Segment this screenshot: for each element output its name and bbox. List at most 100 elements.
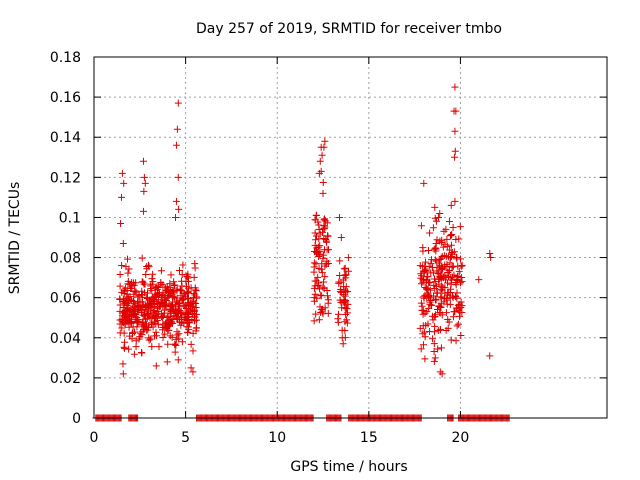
data-point <box>314 218 322 226</box>
data-point <box>166 332 174 340</box>
data-point <box>175 335 183 343</box>
data-point <box>178 271 186 279</box>
data-point <box>334 315 342 323</box>
data-point <box>319 310 327 318</box>
y-tick-label: 0.02 <box>50 371 81 387</box>
data-point <box>436 270 444 278</box>
data-point <box>145 309 153 317</box>
data-point <box>148 343 156 351</box>
data-point <box>433 236 441 244</box>
data-point <box>157 280 165 288</box>
data-point <box>310 297 318 305</box>
data-point <box>320 285 328 293</box>
data-point <box>432 217 440 225</box>
data-point <box>127 319 135 327</box>
data-point <box>436 368 444 376</box>
data-point <box>421 291 429 299</box>
data-point <box>436 237 444 245</box>
data-point <box>172 307 180 315</box>
data-point <box>431 244 439 252</box>
data-point <box>117 193 125 201</box>
data-point <box>168 301 176 309</box>
data-point <box>311 241 319 249</box>
data-point <box>172 197 180 205</box>
data-point <box>183 289 191 297</box>
data-point <box>448 263 456 271</box>
data-point <box>172 141 180 149</box>
data-point <box>452 293 460 301</box>
data-point <box>343 309 351 317</box>
data-point <box>170 278 178 286</box>
data-point <box>178 296 186 304</box>
data-point <box>311 290 319 298</box>
data-point <box>152 328 160 336</box>
data-point <box>342 274 350 282</box>
data-point <box>425 279 433 287</box>
scatter-series <box>92 83 513 422</box>
data-point <box>430 348 438 356</box>
data-point <box>175 266 183 274</box>
data-point <box>141 303 149 311</box>
data-point <box>142 270 150 278</box>
data-point <box>315 316 323 324</box>
data-point <box>131 288 139 296</box>
data-point <box>445 267 453 275</box>
data-point <box>443 235 451 243</box>
data-point <box>190 317 198 325</box>
data-point <box>338 326 346 334</box>
data-point <box>341 287 349 295</box>
data-point <box>175 205 183 213</box>
data-point <box>447 280 455 288</box>
data-point <box>189 303 197 311</box>
data-point <box>122 263 130 271</box>
data-point <box>425 262 433 270</box>
data-point <box>169 298 177 306</box>
data-point <box>132 279 140 287</box>
data-point <box>428 256 436 264</box>
data-point <box>181 303 189 311</box>
data-point <box>451 153 459 161</box>
data-point <box>174 356 182 364</box>
data-point <box>442 327 450 335</box>
data-point <box>315 252 323 260</box>
data-point <box>321 137 329 145</box>
data-point <box>458 274 466 282</box>
data-point <box>152 362 160 370</box>
data-point <box>164 340 172 348</box>
data-point <box>190 290 198 298</box>
data-point <box>189 368 197 376</box>
data-point <box>419 310 427 318</box>
data-point <box>173 315 181 323</box>
data-point <box>448 231 456 239</box>
data-point <box>154 321 162 329</box>
data-point <box>446 274 454 282</box>
data-point <box>319 283 327 291</box>
data-point <box>318 151 326 159</box>
data-point <box>118 324 126 332</box>
data-point <box>136 333 144 341</box>
x-tick-label: 5 <box>181 430 190 446</box>
data-point <box>184 328 192 336</box>
x-tick-label: 0 <box>90 430 99 446</box>
data-point <box>116 271 124 279</box>
data-point <box>141 325 149 333</box>
data-point <box>160 296 168 304</box>
data-point <box>120 344 128 352</box>
data-point <box>320 246 328 254</box>
data-point <box>177 314 185 322</box>
data-point <box>337 234 345 241</box>
data-point <box>441 272 449 280</box>
data-point <box>117 219 125 227</box>
data-point <box>452 107 460 115</box>
data-point <box>440 295 448 303</box>
data-point <box>321 273 329 281</box>
plot-frame <box>93 56 608 419</box>
data-point <box>432 240 440 248</box>
data-point <box>341 318 349 326</box>
data-point <box>128 312 136 320</box>
data-point <box>135 292 143 300</box>
data-point <box>124 280 132 288</box>
data-point <box>441 284 449 292</box>
data-point <box>431 285 439 293</box>
data-point <box>341 264 349 272</box>
